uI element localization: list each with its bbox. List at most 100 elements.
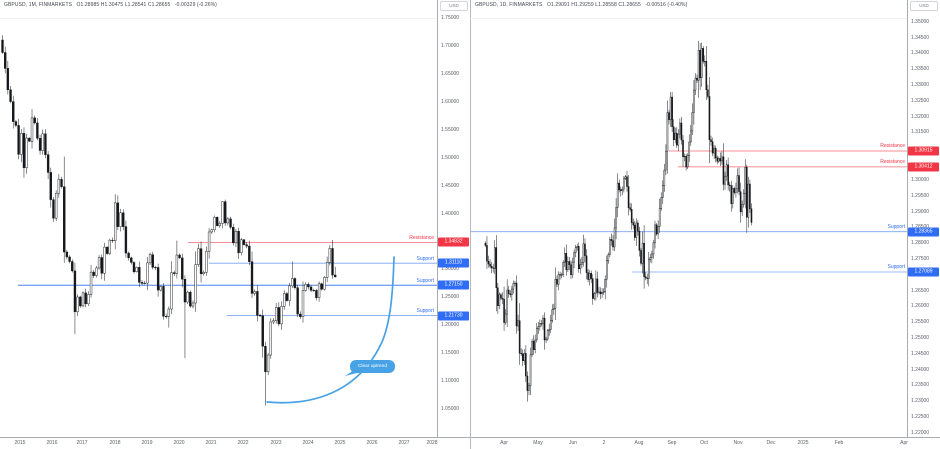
price-tick: 1.32500: [911, 97, 930, 104]
candle-down: [124, 226, 128, 254]
time-axis-monthly[interactable]: 2015 2016 2017 2018 2019 2020 2021 2022 2023 2024…: [0, 437, 470, 449]
candle-up: [186, 291, 189, 303]
candle-down: [151, 254, 154, 268]
price-tick: 1.30000: [911, 176, 930, 183]
price-tick: 1.40000: [441, 210, 460, 217]
candle-down: [229, 218, 232, 228]
price-tick: 1.25000: [911, 335, 930, 342]
monthly-candlestick-canvas[interactable]: [0, 0, 437, 437]
candle-up: [301, 290, 305, 317]
price-tick: 1.25500: [911, 319, 930, 326]
candle-up: [272, 320, 275, 323]
candle-down: [599, 291, 602, 295]
symbol-label: GBPUSD, 1M, FINMARKETS: [4, 2, 73, 8]
uptrend-callout[interactable]: Clear uptrend: [350, 360, 395, 373]
candle-down: [708, 96, 711, 140]
candle-down: [164, 316, 168, 318]
candle-down: [500, 294, 502, 299]
daily-candlestick-canvas[interactable]: [471, 0, 908, 437]
price-tick: 1.35000: [911, 18, 930, 25]
candle-down: [746, 167, 748, 218]
time-tick: 2023: [270, 440, 282, 446]
candle-down: [250, 261, 254, 294]
candle-down: [264, 346, 267, 373]
candle-down: [60, 179, 63, 187]
time-axis-daily[interactable]: Apr May Jun 2 Aug Sep Oct Nov Dec 2025 Feb Apr: [471, 437, 940, 449]
candle-down: [489, 263, 491, 267]
price-tick: 1.15000: [441, 350, 460, 357]
candle-down: [63, 186, 66, 253]
candle-up: [579, 264, 582, 270]
candle-up: [274, 307, 278, 321]
price-tick: 1.65000: [441, 70, 460, 77]
candle-up: [601, 291, 603, 295]
candle-down: [515, 282, 518, 327]
candle-down: [655, 224, 658, 235]
time-tick: 2025: [797, 440, 809, 446]
price-tick: 1.28000: [911, 240, 930, 247]
support-label: Support: [416, 277, 434, 284]
candle-down: [44, 133, 47, 155]
candle-up: [742, 192, 745, 205]
candle-down: [71, 261, 74, 272]
candle-down: [630, 209, 633, 223]
candle-up: [741, 204, 743, 213]
time-tick: 2020: [173, 440, 185, 446]
monthly-chart-pane: GBPUSD, 1M, FINMARKETS O1.28985 H1.30475…: [0, 0, 470, 449]
price-tick: 1.75000: [441, 15, 460, 21]
candle-down: [73, 270, 77, 313]
candle-up: [674, 132, 677, 140]
candle-down: [293, 278, 297, 288]
candle-down: [178, 254, 181, 259]
price-tick: 1.22500: [911, 414, 930, 421]
candle-up: [280, 306, 283, 325]
price-tick: 1.30000: [441, 266, 460, 273]
candle-down: [618, 182, 620, 190]
price-tick: 1.32000: [911, 113, 930, 120]
chart-legend-monthly: GBPUSD, 1M, FINMARKETS O1.28985 H1.30475…: [4, 2, 220, 8]
candle-up: [205, 251, 208, 273]
price-tick: 1.29000: [911, 208, 930, 215]
candle-down: [577, 246, 580, 270]
support-price-box: 1.21730: [438, 311, 469, 321]
candle-down: [503, 298, 505, 323]
candle-down: [79, 296, 82, 307]
candle-up: [240, 239, 243, 254]
candle-up: [498, 294, 501, 307]
candle-up: [725, 164, 728, 177]
candle-down: [714, 148, 717, 159]
candle-up: [582, 243, 585, 263]
candle-down: [296, 287, 299, 315]
candle-up: [89, 271, 93, 295]
support-price-box: 1.28365: [908, 227, 939, 237]
candle-down: [626, 176, 628, 187]
uptrend-curve[interactable]: [266, 256, 395, 404]
change-value: -0.00516 (-0.40%): [645, 2, 688, 8]
candle-down: [565, 253, 568, 270]
candle-down: [585, 255, 588, 273]
scale-unit-badge: USD: [910, 1, 938, 11]
candle-down: [320, 283, 323, 290]
candle-up: [595, 278, 597, 294]
candle-down: [484, 242, 487, 246]
candle-up: [504, 313, 507, 323]
candle-up: [553, 308, 555, 310]
candle-up: [511, 288, 513, 295]
time-tick: Feb: [834, 440, 844, 446]
candle-up: [679, 122, 681, 135]
candle-down: [22, 133, 26, 169]
scale-unit-badge: USD: [440, 1, 468, 11]
candle-down: [612, 240, 614, 248]
price-tick: 1.50000: [441, 154, 460, 161]
candle-up: [549, 320, 552, 330]
candle-down: [640, 250, 642, 264]
price-scale-daily[interactable]: 1.35000 1.34500 1.34000 1.33500 1.33000 1.325…: [907, 0, 940, 437]
price-tick: 1.10000: [441, 378, 460, 385]
price-tick: 1.26000: [911, 303, 930, 310]
price-scale-monthly[interactable]: 1.75000 1.70000 1.65000 1.60000 1.55000 1.500…: [437, 0, 470, 437]
candle-down: [696, 77, 698, 81]
support-price-box: 1.31110: [438, 258, 469, 268]
candle-down: [199, 248, 203, 275]
candle-up: [598, 291, 600, 293]
candle-up: [686, 155, 689, 168]
